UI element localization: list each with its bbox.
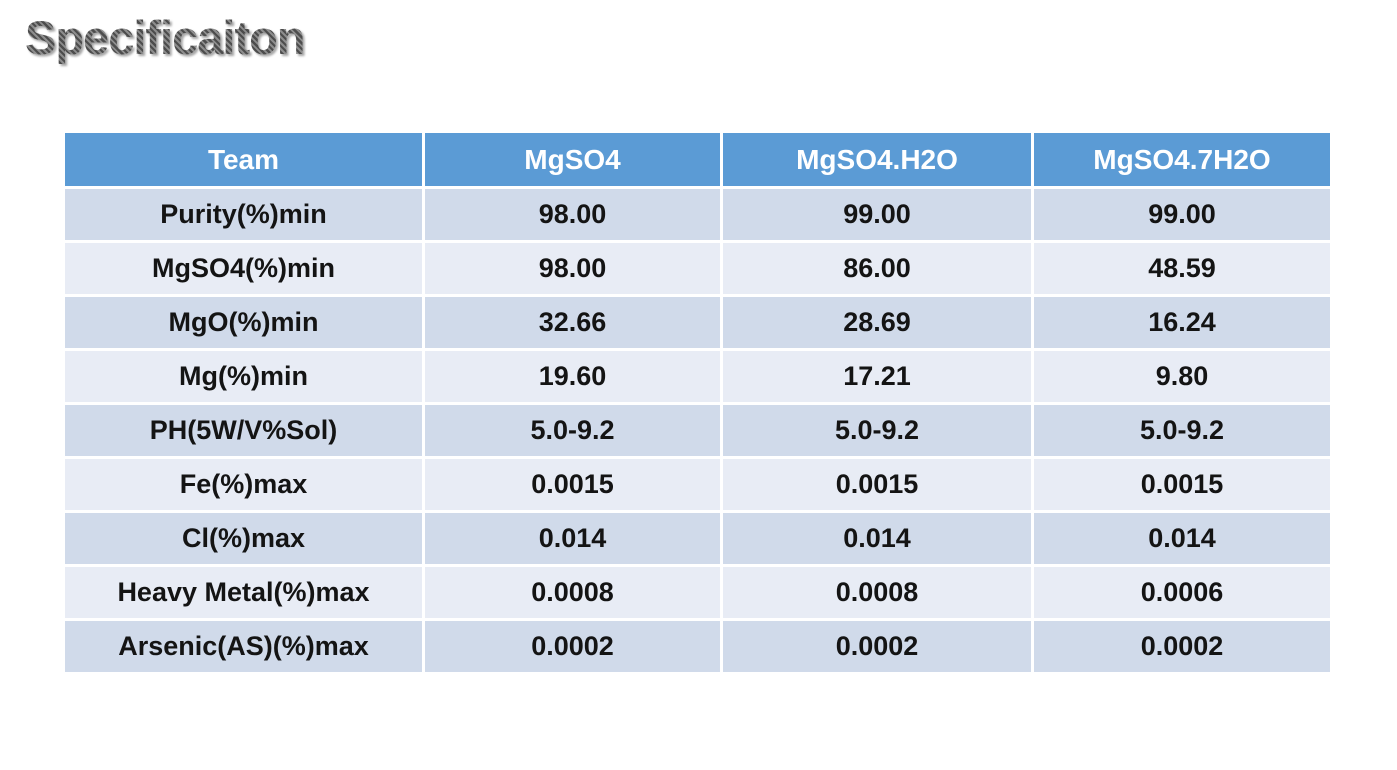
- cell-value: 0.0002: [425, 621, 720, 672]
- table-row: Arsenic(AS)(%)max 0.0002 0.0002 0.0002: [65, 621, 1330, 672]
- row-label: Heavy Metal(%)max: [65, 567, 422, 618]
- cell-value: 98.00: [425, 243, 720, 294]
- row-label: Fe(%)max: [65, 459, 422, 510]
- row-label: MgSO4(%)min: [65, 243, 422, 294]
- cell-value: 99.00: [1034, 189, 1330, 240]
- header-cell-mgso4-h2o: MgSO4.H2O: [723, 133, 1031, 186]
- cell-value: 0.0015: [425, 459, 720, 510]
- table-header-row: Team MgSO4 MgSO4.H2O MgSO4.7H2O: [65, 133, 1330, 186]
- cell-value: 28.69: [723, 297, 1031, 348]
- cell-value: 0.0015: [1034, 459, 1330, 510]
- cell-value: 98.00: [425, 189, 720, 240]
- header-cell-team: Team: [65, 133, 422, 186]
- page-title: Specificaiton: [25, 11, 306, 64]
- cell-value: 0.014: [723, 513, 1031, 564]
- table-row: Purity(%)min 98.00 99.00 99.00: [65, 189, 1330, 240]
- cell-value: 0.014: [1034, 513, 1330, 564]
- table-row: MgSO4(%)min 98.00 86.00 48.59: [65, 243, 1330, 294]
- table-row: Heavy Metal(%)max 0.0008 0.0008 0.0006: [65, 567, 1330, 618]
- row-label: Arsenic(AS)(%)max: [65, 621, 422, 672]
- cell-value: 86.00: [723, 243, 1031, 294]
- cell-value: 48.59: [1034, 243, 1330, 294]
- cell-value: 0.0002: [723, 621, 1031, 672]
- cell-value: 5.0-9.2: [425, 405, 720, 456]
- table-row: Fe(%)max 0.0015 0.0015 0.0015: [65, 459, 1330, 510]
- row-label: Mg(%)min: [65, 351, 422, 402]
- row-label: Cl(%)max: [65, 513, 422, 564]
- table-row: MgO(%)min 32.66 28.69 16.24: [65, 297, 1330, 348]
- row-label: MgO(%)min: [65, 297, 422, 348]
- row-label: PH(5W/V%Sol): [65, 405, 422, 456]
- cell-value: 32.66: [425, 297, 720, 348]
- cell-value: 16.24: [1034, 297, 1330, 348]
- cell-value: 0.0002: [1034, 621, 1330, 672]
- table-row: Cl(%)max 0.014 0.014 0.014: [65, 513, 1330, 564]
- cell-value: 17.21: [723, 351, 1031, 402]
- specification-table: Team MgSO4 MgSO4.H2O MgSO4.7H2O Purity(%…: [62, 130, 1333, 675]
- cell-value: 5.0-9.2: [1034, 405, 1330, 456]
- cell-value: 99.00: [723, 189, 1031, 240]
- header-cell-mgso4: MgSO4: [425, 133, 720, 186]
- cell-value: 5.0-9.2: [723, 405, 1031, 456]
- cell-value: 0.0008: [425, 567, 720, 618]
- table-row: PH(5W/V%Sol) 5.0-9.2 5.0-9.2 5.0-9.2: [65, 405, 1330, 456]
- cell-value: 0.0006: [1034, 567, 1330, 618]
- cell-value: 0.0015: [723, 459, 1031, 510]
- cell-value: 0.014: [425, 513, 720, 564]
- cell-value: 0.0008: [723, 567, 1031, 618]
- row-label: Purity(%)min: [65, 189, 422, 240]
- header-cell-mgso4-7h2o: MgSO4.7H2O: [1034, 133, 1330, 186]
- cell-value: 9.80: [1034, 351, 1330, 402]
- cell-value: 19.60: [425, 351, 720, 402]
- table-row: Mg(%)min 19.60 17.21 9.80: [65, 351, 1330, 402]
